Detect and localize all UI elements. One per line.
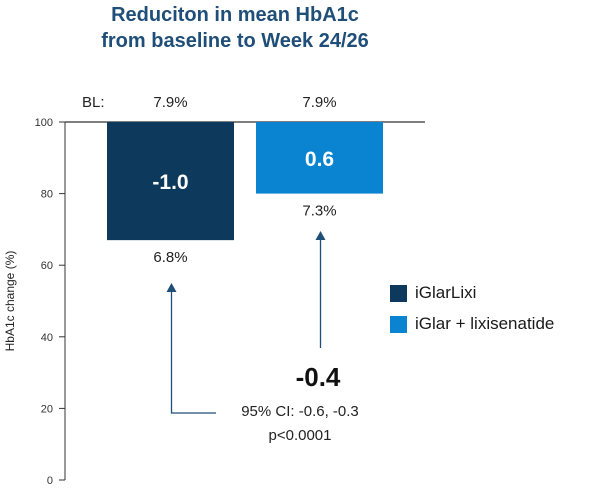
y-tick-label: 0 — [47, 475, 53, 487]
legend: iGlarLixi iGlar + lixisenatide — [390, 282, 554, 344]
y-tick-label: 80 — [41, 189, 53, 201]
difference-ci: 95% CI: -0.6, -0.3 — [241, 403, 359, 420]
bar-0 — [107, 122, 234, 241]
y-tick-label: 40 — [41, 332, 53, 344]
bar-1 — [256, 122, 383, 194]
baseline-value-0: 7.9% — [153, 94, 187, 111]
legend-item-iglarlixi: iGlarLixi — [390, 282, 554, 304]
y-tick-label: 20 — [41, 403, 53, 415]
bars — [107, 122, 383, 241]
change-label-1: 0.6 — [305, 148, 334, 171]
annotations: -0.4 95% CI: -0.6, -0.3 p<0.0001 — [166, 231, 359, 444]
legend-swatch-iglarlixi — [390, 284, 407, 302]
legend-swatch-iglar-lixisenatide — [390, 315, 407, 333]
endpoint-label-0: 6.8% — [153, 249, 187, 266]
difference-value: -0.4 — [296, 362, 341, 392]
y-tick-label: 100 — [35, 117, 53, 129]
y-tick-label: 60 — [41, 260, 53, 272]
baseline-label: BL: — [82, 94, 105, 111]
change-label-0: -1.0 — [152, 171, 188, 194]
baseline-value-1: 7.9% — [302, 94, 336, 111]
left-connector-line — [170, 292, 216, 414]
chart-title: Reduciton in mean HbA1c from baseline to… — [0, 2, 470, 54]
endpoint-label-1: 7.3% — [302, 203, 336, 220]
chart-title-line-1: Reduciton in mean HbA1c — [111, 4, 359, 26]
bar-labels: BL: 7.9% -1.0 6.8% 7.9% 0.6 7.3% — [82, 94, 337, 266]
legend-label-iglar-lixisenatide: iGlar + lixisenatide — [415, 314, 555, 333]
left-arrowhead — [166, 283, 177, 292]
y-axis-label: HbA1c change (%) — [3, 251, 17, 352]
legend-item-iglar-lixisenatide: iGlar + lixisenatide — [390, 313, 554, 335]
right-arrowhead — [315, 231, 326, 240]
chart-title-line-2: from baseline to Week 24/26 — [101, 30, 369, 52]
legend-label-iglarlixi: iGlarLixi — [415, 283, 477, 302]
difference-p-value: p<0.0001 — [269, 427, 332, 444]
